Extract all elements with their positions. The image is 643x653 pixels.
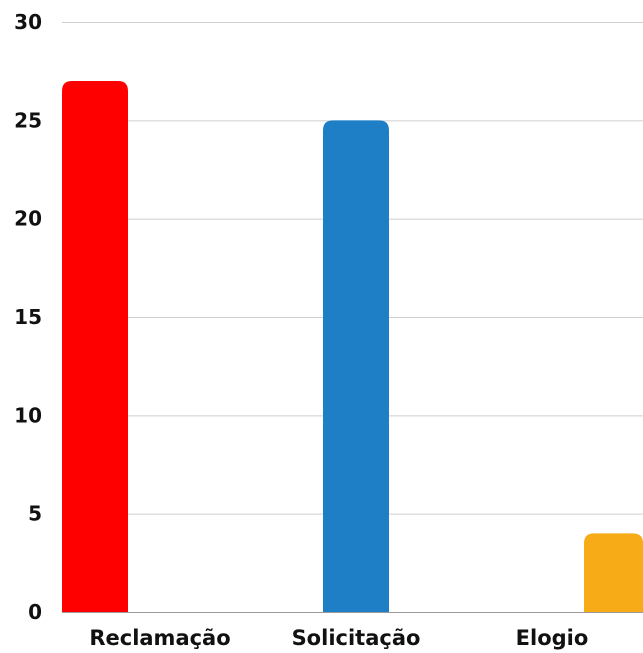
y-axis-ticks: 0 5 10 15 20 25 30 [14, 10, 42, 624]
x-axis-categories: Reclamação Solicitação Elogio [89, 626, 588, 650]
y-tick-label: 5 [28, 502, 42, 526]
bar-solicitacao [323, 120, 389, 612]
x-category-label: Reclamação [89, 626, 230, 650]
y-tick-label: 30 [14, 10, 42, 34]
y-tick-label: 10 [14, 403, 42, 427]
y-tick-label: 25 [14, 108, 42, 132]
y-tick-label: 15 [14, 305, 42, 329]
y-tick-label: 0 [28, 600, 42, 624]
y-tick-label: 20 [14, 207, 42, 231]
x-category-label: Solicitação [292, 626, 421, 650]
bar-reclamacao [62, 81, 128, 612]
bars [62, 81, 643, 612]
x-category-label: Elogio [516, 626, 589, 650]
bar-elogio [584, 533, 643, 612]
